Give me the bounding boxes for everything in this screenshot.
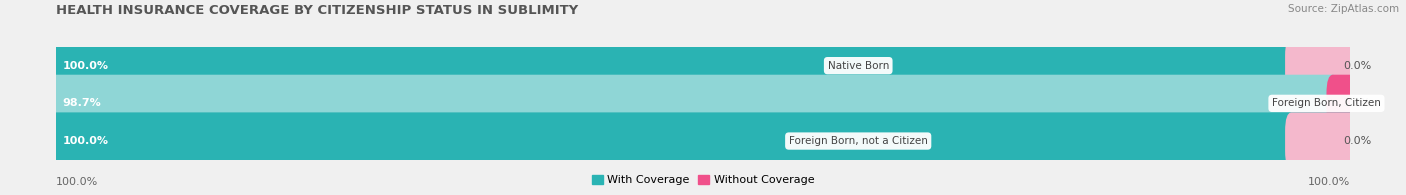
- Text: Native Born: Native Born: [828, 61, 889, 71]
- FancyBboxPatch shape: [1285, 112, 1362, 170]
- Text: 98.7%: 98.7%: [63, 98, 101, 108]
- Text: 0.0%: 0.0%: [1343, 136, 1371, 146]
- Text: 1.3%: 1.3%: [1343, 98, 1371, 108]
- FancyBboxPatch shape: [49, 112, 1357, 170]
- Text: 100.0%: 100.0%: [56, 177, 98, 187]
- Text: 0.0%: 0.0%: [1343, 61, 1371, 71]
- Text: 100.0%: 100.0%: [63, 61, 108, 71]
- FancyBboxPatch shape: [49, 112, 1357, 170]
- Text: Foreign Born, not a Citizen: Foreign Born, not a Citizen: [789, 136, 928, 146]
- FancyBboxPatch shape: [1285, 37, 1362, 94]
- FancyBboxPatch shape: [49, 75, 1340, 132]
- Legend: With Coverage, Without Coverage: With Coverage, Without Coverage: [588, 170, 818, 190]
- FancyBboxPatch shape: [49, 37, 1357, 94]
- FancyBboxPatch shape: [49, 37, 1357, 94]
- Text: 100.0%: 100.0%: [63, 136, 108, 146]
- FancyBboxPatch shape: [49, 75, 1357, 132]
- Text: 100.0%: 100.0%: [1308, 177, 1350, 187]
- Text: HEALTH INSURANCE COVERAGE BY CITIZENSHIP STATUS IN SUBLIMITY: HEALTH INSURANCE COVERAGE BY CITIZENSHIP…: [56, 4, 578, 17]
- Text: Source: ZipAtlas.com: Source: ZipAtlas.com: [1288, 4, 1399, 14]
- Text: Foreign Born, Citizen: Foreign Born, Citizen: [1272, 98, 1381, 108]
- FancyBboxPatch shape: [1326, 75, 1382, 132]
